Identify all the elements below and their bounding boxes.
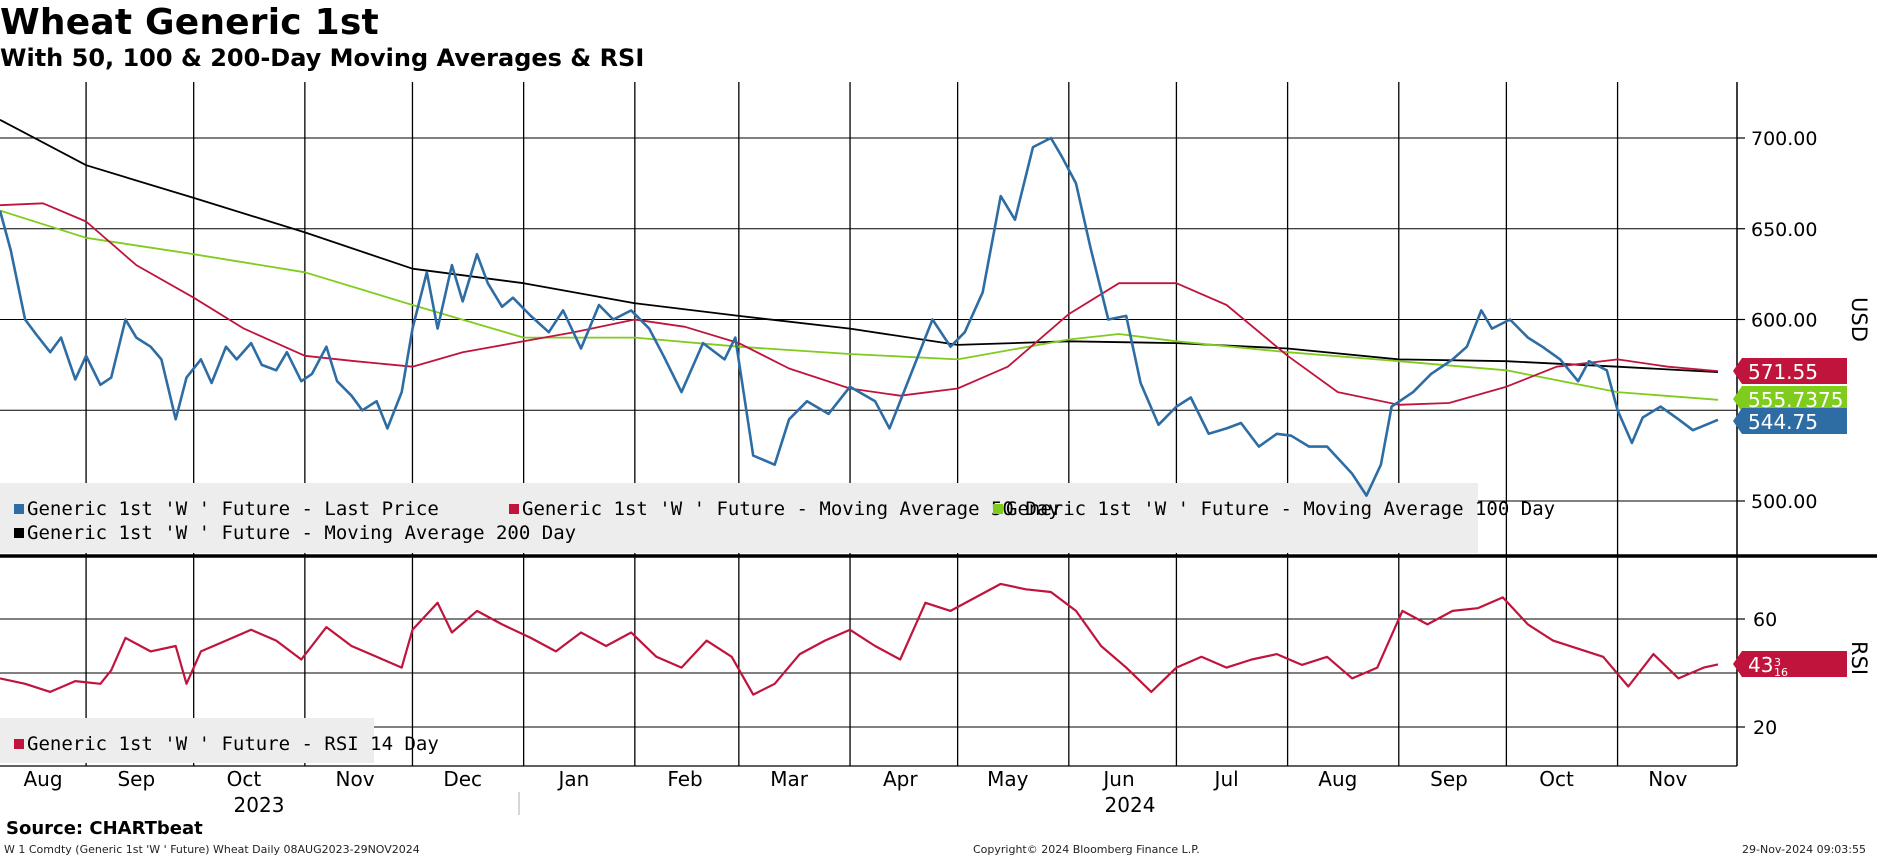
x-year-label: 2023 xyxy=(234,793,285,817)
x-month-label: Sep xyxy=(117,767,155,791)
footer-ticker: W 1 Comdty (Generic 1st 'W ' Future) Whe… xyxy=(4,843,420,856)
rsi-legend-box xyxy=(0,718,374,763)
legend-rsi-swatch xyxy=(14,739,24,749)
x-month-label: Apr xyxy=(883,767,918,791)
ma50-last-value-tag-label: 571.55 xyxy=(1748,360,1818,384)
x-month-label: May xyxy=(987,767,1029,791)
ma50-last-value-tag-pointer xyxy=(1733,358,1742,384)
legend-ma50-label: Generic 1st 'W ' Future - Moving Average… xyxy=(522,498,1060,520)
last-price-line xyxy=(0,136,1719,497)
price-y-tick-label: 700.00 xyxy=(1751,128,1817,150)
x-month-label: Aug xyxy=(24,767,63,791)
x-month-label: Mar xyxy=(770,767,809,791)
last-price-value-tag-pointer xyxy=(1733,408,1742,434)
x-month-label: Oct xyxy=(1539,767,1574,791)
rsi-last-value-tag-label: 43 xyxy=(1748,653,1773,677)
x-month-label: Jul xyxy=(1213,767,1239,791)
legend-ma200-label: Generic 1st 'W ' Future - Moving Average… xyxy=(27,522,576,544)
chart-title: Wheat Generic 1st xyxy=(0,2,379,43)
last-price-value-tag xyxy=(1742,408,1847,434)
source-note: Source: CHARTbeat xyxy=(6,818,203,839)
rsi-line xyxy=(0,582,1719,696)
x-month-label: Feb xyxy=(667,767,702,791)
rsi-last-value-fraction-den: 16 xyxy=(1774,666,1788,679)
ma100-line xyxy=(0,209,1719,401)
x-month-label: Jan xyxy=(556,767,589,791)
ma50-last-value-tag xyxy=(1742,358,1847,384)
rsi-last-value-tag-pointer xyxy=(1733,651,1742,677)
ma200-line xyxy=(0,119,1719,373)
rsi-last-value-fraction-num: 3 xyxy=(1774,656,1781,669)
price-y-tick-label: 500.00 xyxy=(1751,491,1817,513)
legend-rsi-label: Generic 1st 'W ' Future - RSI 14 Day xyxy=(27,733,439,755)
rsi-y-tick-label: 20 xyxy=(1753,717,1777,739)
chart-subtitle: With 50, 100 & 200-Day Moving Averages &… xyxy=(0,44,645,72)
price-legend-box xyxy=(0,483,1478,553)
legend-last-price-label: Generic 1st 'W ' Future - Last Price xyxy=(27,498,439,520)
x-month-label: Nov xyxy=(336,767,375,791)
ma50-line xyxy=(0,202,1719,406)
x-month-label: Jun xyxy=(1101,767,1134,791)
rsi-last-value-tag xyxy=(1742,651,1847,677)
x-month-label: Nov xyxy=(1648,767,1687,791)
footer-timestamp: 29-Nov-2024 09:03:55 xyxy=(1742,843,1867,856)
ma100-last-value-tag xyxy=(1742,386,1847,412)
last-price-value-tag-label: 544.75 xyxy=(1748,410,1818,434)
x-year-label: 2024 xyxy=(1105,793,1156,817)
price-y-tick-label: 650.00 xyxy=(1751,219,1817,241)
legend-ma200-swatch xyxy=(14,528,24,538)
x-month-label: Aug xyxy=(1318,767,1357,791)
price-y-axis-title: USD xyxy=(1847,297,1871,342)
x-month-label: Sep xyxy=(1430,767,1468,791)
footer-copyright: Copyright© 2024 Bloomberg Finance L.P. xyxy=(973,843,1200,856)
ma100-last-value-tag-pointer xyxy=(1733,386,1742,412)
x-month-label: Dec xyxy=(443,767,482,791)
rsi-y-tick-label: 60 xyxy=(1753,609,1777,631)
x-month-label: Oct xyxy=(227,767,262,791)
legend-ma100-swatch xyxy=(993,504,1003,514)
price-y-tick-label: 600.00 xyxy=(1751,310,1817,332)
legend-ma100-label: Generic 1st 'W ' Future - Moving Average… xyxy=(1006,498,1555,520)
rsi-y-axis-title: RSI xyxy=(1847,641,1871,675)
legend-last-price-swatch xyxy=(14,504,24,514)
legend-ma50-swatch xyxy=(509,504,519,514)
